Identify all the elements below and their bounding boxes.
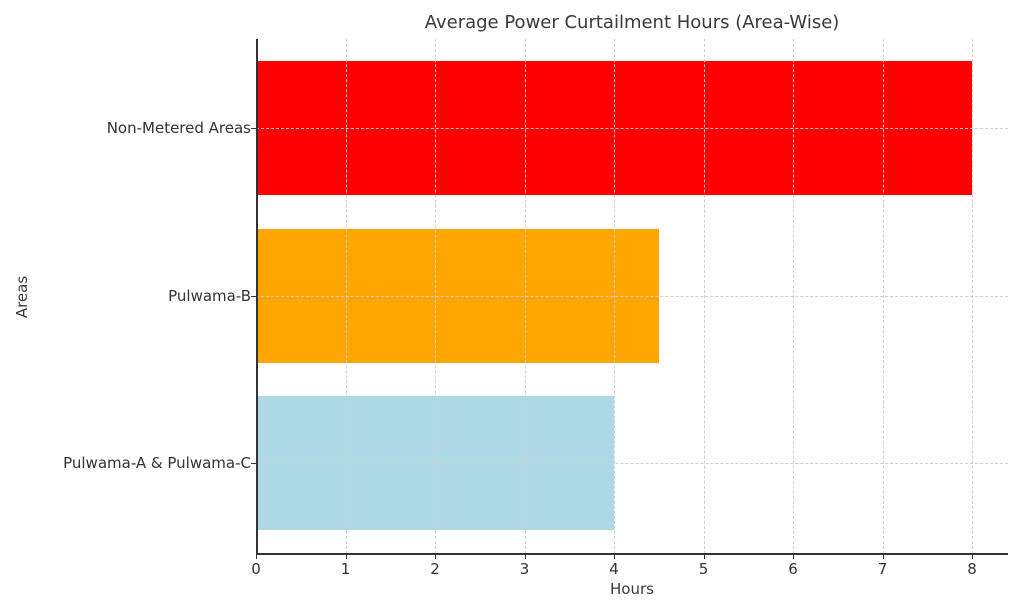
y-tick-mark bbox=[251, 463, 256, 464]
x-axis-line bbox=[256, 553, 1008, 555]
grid-line-vertical bbox=[793, 39, 794, 554]
x-tick-mark bbox=[256, 554, 257, 559]
x-tick-label: 2 bbox=[430, 560, 440, 578]
grid-line-horizontal bbox=[256, 295, 1008, 297]
grid-line-vertical bbox=[614, 39, 615, 554]
y-axis-line bbox=[256, 39, 258, 555]
grid-line-vertical bbox=[972, 39, 973, 554]
x-tick-label: 4 bbox=[609, 560, 619, 578]
grid-line-horizontal bbox=[256, 128, 1008, 130]
x-tick-mark bbox=[703, 554, 705, 559]
y-tick-label: Non-Metered Areas bbox=[106, 119, 251, 138]
x-axis-label: Hours bbox=[610, 580, 654, 598]
grid-line-vertical bbox=[435, 39, 436, 554]
grid-line-vertical bbox=[345, 39, 347, 554]
x-tick-mark bbox=[524, 554, 526, 559]
x-tick-label: 7 bbox=[877, 560, 888, 578]
x-tick-label: 1 bbox=[340, 560, 351, 578]
x-tick-mark bbox=[793, 554, 794, 559]
grid-line-horizontal bbox=[256, 463, 1008, 464]
x-tick-label: 0 bbox=[251, 560, 261, 578]
x-tick-label: 8 bbox=[967, 560, 977, 578]
chart-title: Average Power Curtailment Hours (Area-Wi… bbox=[424, 12, 840, 33]
grid-line-vertical bbox=[882, 39, 884, 554]
x-tick-label: 5 bbox=[698, 560, 709, 578]
x-tick-mark bbox=[882, 554, 884, 559]
x-tick-mark bbox=[614, 554, 615, 559]
x-tick-label: 6 bbox=[788, 560, 798, 578]
y-tick-mark bbox=[251, 295, 256, 297]
y-axis-label: Areas bbox=[13, 275, 31, 319]
grid-line-vertical bbox=[703, 39, 705, 554]
x-tick-mark bbox=[435, 554, 436, 559]
y-tick-mark bbox=[251, 128, 256, 130]
y-tick-label: Pulwama-A & Pulwama-C bbox=[63, 454, 251, 472]
x-tick-mark bbox=[345, 554, 347, 559]
grid-line-vertical bbox=[524, 39, 526, 554]
x-tick-label: 3 bbox=[519, 560, 530, 578]
x-tick-mark bbox=[972, 554, 973, 559]
y-tick-label: Pulwama-B bbox=[168, 286, 251, 305]
